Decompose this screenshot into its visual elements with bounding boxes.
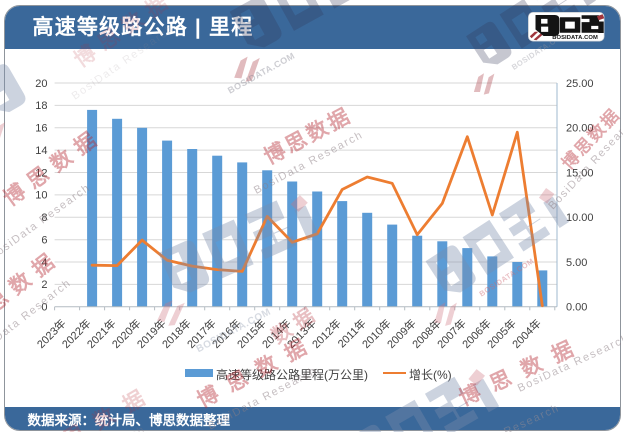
svg-text:20: 20 [35, 78, 47, 90]
svg-text:18: 18 [35, 100, 47, 112]
svg-text:2: 2 [41, 279, 47, 291]
svg-text:10: 10 [35, 190, 47, 202]
svg-text:6: 6 [41, 235, 47, 247]
svg-text:15.00: 15.00 [566, 167, 594, 179]
svg-text:0: 0 [41, 302, 47, 314]
svg-text:16: 16 [35, 123, 47, 135]
svg-text:14: 14 [35, 145, 47, 157]
svg-text:BOSIDATA.COM: BOSIDATA.COM [552, 35, 598, 41]
svg-text:12: 12 [35, 167, 47, 179]
svg-text:5.00: 5.00 [566, 257, 587, 269]
svg-text:20.00: 20.00 [566, 123, 594, 135]
svg-text:8: 8 [41, 212, 47, 224]
svg-text:25.00: 25.00 [566, 78, 594, 90]
svg-text:4: 4 [41, 257, 47, 269]
svg-text:0.00: 0.00 [566, 302, 587, 314]
svg-text:10.00: 10.00 [566, 212, 594, 224]
